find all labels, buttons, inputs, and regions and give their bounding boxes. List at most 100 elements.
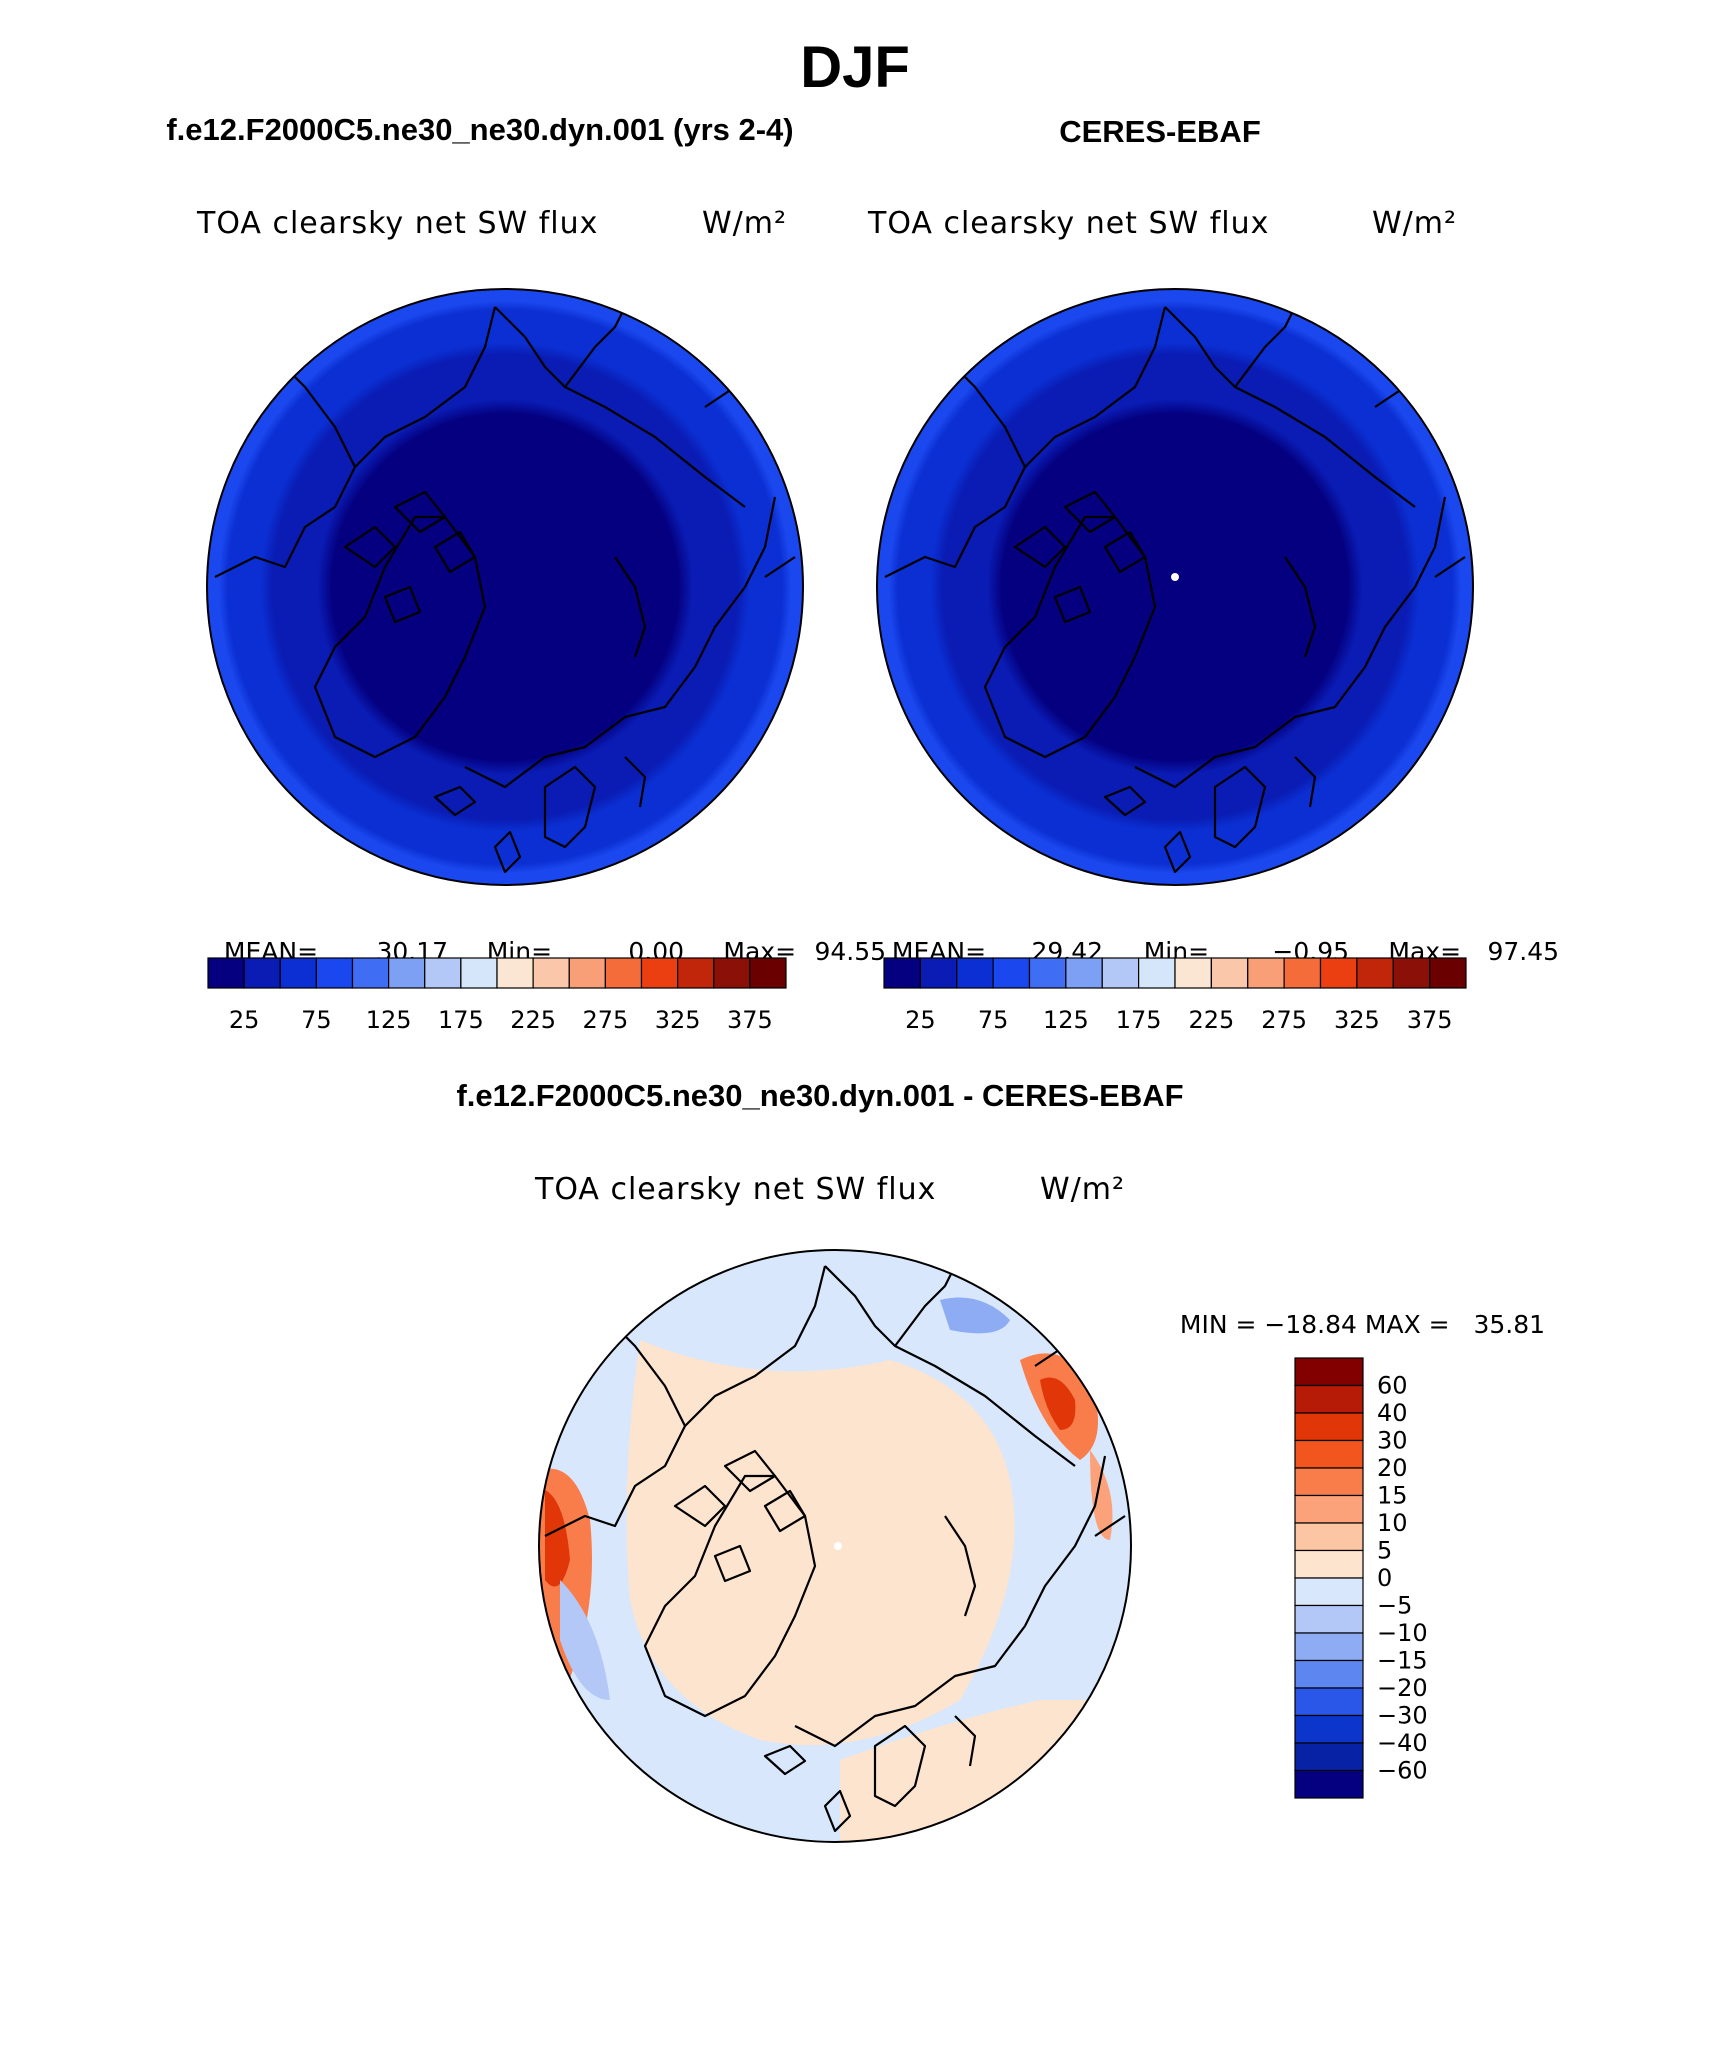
obs-colorbar-box bbox=[1392, 957, 1431, 989]
obs-colorbar-box bbox=[883, 957, 921, 989]
model-colorbar-box bbox=[568, 957, 606, 989]
diff-units-label: W/m² bbox=[1040, 1172, 1126, 1207]
diff-colorbar-box bbox=[1294, 1412, 1364, 1442]
obs-colorbar-tick-label: 25 bbox=[905, 1006, 936, 1034]
model-colorbar-tick-label: 325 bbox=[655, 1006, 701, 1034]
model-colorbar-box bbox=[713, 957, 751, 989]
obs-colorbar-box bbox=[1028, 957, 1067, 989]
model-colorbar-box bbox=[207, 957, 245, 989]
obs-map-border bbox=[876, 288, 1474, 886]
model-colorbar-box bbox=[424, 957, 462, 989]
model-colorbar-tick-label: 25 bbox=[229, 1006, 260, 1034]
model-map-border bbox=[206, 288, 804, 886]
obs-colorbar-box bbox=[1101, 957, 1140, 989]
diff-colorbar-tick-label: 30 bbox=[1377, 1427, 1408, 1455]
obs-colorbar-box bbox=[956, 957, 994, 989]
obs-colorbar-tick-label: 175 bbox=[1116, 1006, 1162, 1034]
obs-colorbar-tick-label: 375 bbox=[1407, 1006, 1453, 1034]
model-variable-label: TOA clearsky net SW flux bbox=[197, 206, 599, 241]
obs-units-label: W/m² bbox=[1372, 206, 1458, 241]
diff-panel-title: f.e12.F2000C5.ne30_ne30.dyn.001 - CERES-… bbox=[456, 1078, 1184, 1113]
obs-colorbar-tick-label: 75 bbox=[978, 1006, 1009, 1034]
obs-colorbar-box bbox=[1174, 957, 1212, 989]
model-colorbar-box bbox=[677, 957, 715, 989]
model-colorbar-box bbox=[496, 957, 534, 989]
obs-colorbar-box bbox=[1356, 957, 1394, 989]
obs-colorbar-box bbox=[992, 957, 1031, 989]
diff-colorbar-box bbox=[1294, 1687, 1364, 1717]
model-colorbar-box bbox=[388, 957, 426, 989]
obs-colorbar-box bbox=[1283, 957, 1322, 989]
diff-colorbar-box bbox=[1294, 1632, 1364, 1662]
model-max: 94.55 bbox=[814, 937, 887, 966]
model-colorbar-tick-label: 375 bbox=[727, 1006, 773, 1034]
model-colorbar-box bbox=[460, 957, 498, 989]
obs-colorbar: 25 75 125 175 225 275 325 375 bbox=[883, 957, 1467, 1034]
diff-colorbar-box bbox=[1294, 1549, 1364, 1579]
diff-colorbar-tick-label: 15 bbox=[1377, 1482, 1408, 1510]
obs-colorbar-box bbox=[919, 957, 958, 989]
obs-colorbar-box bbox=[1138, 957, 1176, 989]
obs-max: 97.45 bbox=[1487, 937, 1560, 966]
model-colorbar-tick-label: 175 bbox=[438, 1006, 484, 1034]
diff-colorbar-box bbox=[1294, 1357, 1364, 1387]
diff-colorbar-box bbox=[1294, 1467, 1364, 1497]
obs-colorbar-box bbox=[1319, 957, 1358, 989]
diff-colorbar-box bbox=[1294, 1604, 1364, 1634]
obs-colorbar-box bbox=[1065, 957, 1103, 989]
model-colorbar-box bbox=[749, 957, 787, 989]
diff-colorbar-tick-label: −60 bbox=[1377, 1757, 1428, 1785]
diff-colorbar-tick-label: 10 bbox=[1377, 1509, 1408, 1537]
diff-colorbar-box bbox=[1294, 1769, 1364, 1799]
model-map bbox=[207, 289, 803, 885]
diff-colorbar-tick-label: −40 bbox=[1377, 1729, 1428, 1757]
diff-stats: MIN = −18.84 MAX = 35.81 bbox=[1164, 1281, 1545, 1339]
obs-colorbar-box bbox=[1247, 957, 1285, 989]
diff-min-label: MIN = bbox=[1179, 1310, 1257, 1339]
diff-colorbar-box bbox=[1294, 1494, 1364, 1524]
obs-map bbox=[877, 289, 1473, 885]
model-colorbar-box bbox=[532, 957, 570, 989]
diff-max-label: MAX = bbox=[1364, 1310, 1450, 1339]
model-colorbar-box bbox=[279, 957, 317, 989]
diff-colorbar-tick-label: −15 bbox=[1377, 1647, 1428, 1675]
diff-colorbar-tick-label: −20 bbox=[1377, 1674, 1428, 1702]
model-colorbar-tick-label: 75 bbox=[301, 1006, 332, 1034]
diff-colorbar-box bbox=[1294, 1522, 1364, 1552]
pole-marker-diff bbox=[834, 1542, 842, 1550]
diff-colorbar-tick-label: −30 bbox=[1377, 1702, 1428, 1730]
model-colorbar-box bbox=[243, 957, 281, 989]
model-colorbar-box bbox=[604, 957, 643, 989]
diff-colorbar-box bbox=[1294, 1439, 1364, 1469]
diff-colorbar-box bbox=[1294, 1577, 1364, 1607]
diff-min: −18.84 bbox=[1264, 1310, 1357, 1339]
obs-colorbar-tick-label: 125 bbox=[1043, 1006, 1089, 1034]
model-colorbar-box bbox=[640, 957, 679, 989]
diff-colorbar-tick-label: −10 bbox=[1377, 1619, 1428, 1647]
diff-max: 35.81 bbox=[1473, 1310, 1546, 1339]
model-colorbar-tick-label: 275 bbox=[582, 1006, 628, 1034]
obs-colorbar-box bbox=[1429, 957, 1467, 989]
diff-colorbar-tick-label: 0 bbox=[1377, 1564, 1392, 1592]
diff-colorbar-box bbox=[1294, 1659, 1364, 1689]
model-panel-title: f.e12.F2000C5.ne30_ne30.dyn.001 (yrs 2-4… bbox=[166, 112, 794, 147]
obs-colorbar-tick-label: 275 bbox=[1261, 1006, 1307, 1034]
obs-colorbar-tick-label: 325 bbox=[1334, 1006, 1380, 1034]
diff-colorbar-tick-label: 20 bbox=[1377, 1454, 1408, 1482]
model-colorbar-box bbox=[315, 957, 354, 989]
obs-colorbar-box bbox=[1210, 957, 1249, 989]
diff-map-border bbox=[538, 1249, 1132, 1843]
page-title: DJF bbox=[800, 35, 910, 100]
diff-colorbar-tick-label: 60 bbox=[1377, 1372, 1408, 1400]
diff-colorbar-box bbox=[1294, 1742, 1364, 1772]
model-colorbar-box bbox=[351, 957, 390, 989]
obs-variable-label: TOA clearsky net SW flux bbox=[868, 206, 1270, 241]
diff-colorbar-box bbox=[1294, 1384, 1364, 1414]
diff-colorbar-tick-label: −5 bbox=[1377, 1592, 1412, 1620]
model-units-label: W/m² bbox=[702, 206, 788, 241]
diff-colorbar-tick-label: 5 bbox=[1377, 1537, 1392, 1565]
model-colorbar-tick-label: 225 bbox=[510, 1006, 556, 1034]
model-colorbar-tick-label: 125 bbox=[366, 1006, 412, 1034]
